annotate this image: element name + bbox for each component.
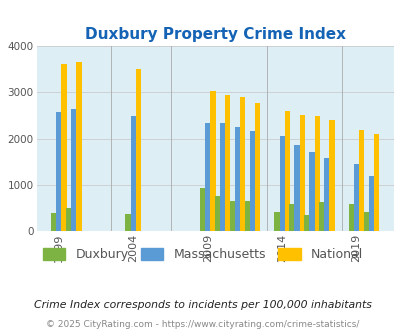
Text: © 2025 CityRating.com - https://www.cityrating.com/crime-statistics/: © 2025 CityRating.com - https://www.city… [46,319,359,329]
Bar [130,116,136,231]
Bar [358,130,364,231]
Bar [249,131,254,231]
Bar [284,111,289,231]
Bar [328,120,334,231]
Bar [229,201,234,231]
Bar [205,123,210,231]
Bar [136,69,141,231]
Bar [309,152,314,231]
Text: Crime Index corresponds to incidents per 100,000 inhabitants: Crime Index corresponds to incidents per… [34,300,371,310]
Title: Duxbury Property Crime Index: Duxbury Property Crime Index [85,27,345,42]
Bar [299,115,304,231]
Bar [303,215,309,231]
Bar [125,214,130,231]
Bar [210,90,215,231]
Bar [76,62,81,231]
Bar [51,214,56,231]
Bar [225,95,230,231]
Bar [220,123,225,231]
Bar [239,97,245,231]
Bar [288,204,294,231]
Bar [324,158,328,231]
Bar [279,136,284,231]
Bar [373,134,378,231]
Bar [294,145,299,231]
Bar [254,104,260,231]
Bar [56,112,61,231]
Bar [314,116,319,231]
Bar [353,164,358,231]
Bar [61,64,66,231]
Bar [368,176,373,231]
Bar [348,204,353,231]
Bar [274,212,279,231]
Bar [363,212,368,231]
Bar [318,202,324,231]
Bar [244,201,249,231]
Bar [199,188,205,231]
Bar [71,109,76,231]
Bar [234,127,239,231]
Legend: Duxbury, Massachusetts, National: Duxbury, Massachusetts, National [38,243,367,266]
Bar [66,208,71,231]
Bar [214,196,220,231]
